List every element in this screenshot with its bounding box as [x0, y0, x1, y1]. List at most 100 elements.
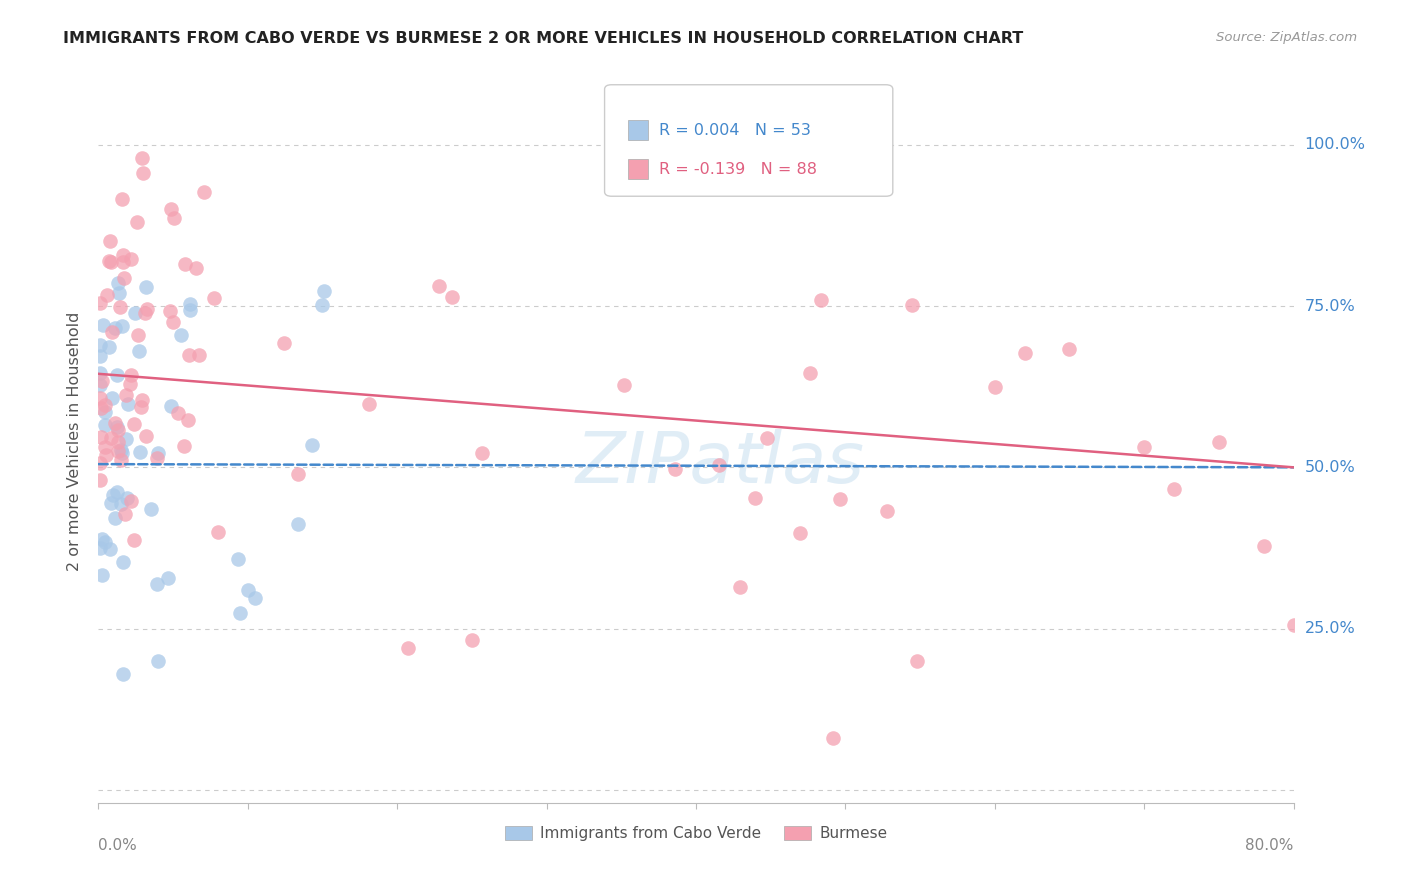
Point — [127, 215, 149, 229]
Point — [301, 438, 323, 452]
Point — [110, 497, 132, 511]
Point — [104, 510, 127, 524]
Point — [167, 406, 190, 420]
Point — [1133, 440, 1156, 454]
Point — [89, 338, 111, 352]
Point — [111, 319, 134, 334]
Text: 25.0%: 25.0% — [1305, 621, 1355, 636]
Point — [184, 261, 207, 276]
Point — [111, 446, 134, 460]
Point — [94, 534, 117, 549]
Point — [145, 451, 167, 466]
Point — [122, 533, 145, 547]
Point — [114, 507, 136, 521]
Point — [396, 640, 419, 655]
Point — [441, 290, 464, 304]
Point — [120, 252, 142, 266]
Point — [114, 388, 136, 402]
Point — [131, 393, 153, 408]
Point — [104, 416, 127, 430]
Point — [131, 151, 153, 165]
Point — [89, 473, 111, 487]
Point — [98, 541, 121, 556]
Point — [120, 368, 142, 382]
Point — [613, 378, 636, 392]
Text: 80.0%: 80.0% — [1246, 838, 1294, 854]
Point — [94, 398, 117, 412]
Point — [112, 555, 135, 569]
Point — [107, 423, 129, 437]
Point — [193, 186, 215, 200]
Point — [905, 654, 928, 668]
Point — [89, 349, 111, 363]
Point — [100, 496, 122, 510]
Point — [755, 432, 778, 446]
Point — [91, 568, 114, 582]
Point — [273, 336, 295, 351]
Point — [120, 493, 142, 508]
Point — [427, 279, 450, 293]
Point — [162, 315, 184, 329]
Point — [160, 399, 183, 413]
Point — [160, 202, 183, 217]
Point — [245, 591, 267, 605]
Point — [110, 453, 132, 467]
Point — [1208, 434, 1230, 449]
Point — [169, 328, 191, 343]
Point — [131, 166, 153, 180]
Point — [112, 254, 135, 268]
Point — [90, 532, 112, 546]
Point — [728, 580, 751, 594]
Point — [94, 440, 117, 454]
Point — [709, 458, 731, 473]
Point — [207, 524, 229, 539]
Point — [122, 417, 145, 431]
Point — [901, 298, 924, 312]
Point — [810, 293, 832, 307]
Point — [173, 439, 195, 453]
Point — [359, 397, 381, 411]
Point — [229, 607, 252, 621]
Point — [91, 318, 114, 333]
Text: R = -0.139   N = 88: R = -0.139 N = 88 — [659, 161, 817, 177]
Point — [129, 444, 152, 458]
Point — [115, 433, 138, 447]
Point — [148, 654, 170, 668]
Text: IMMIGRANTS FROM CABO VERDE VS BURMESE 2 OR MORE VEHICLES IN HOUSEHOLD CORRELATIO: IMMIGRANTS FROM CABO VERDE VS BURMESE 2 … — [63, 31, 1024, 46]
Point — [134, 306, 156, 320]
Text: Source: ZipAtlas.com: Source: ZipAtlas.com — [1216, 31, 1357, 45]
Point — [117, 397, 139, 411]
Point — [100, 255, 122, 269]
Point — [127, 328, 149, 343]
Text: 50.0%: 50.0% — [1305, 460, 1355, 475]
Point — [287, 516, 309, 531]
Point — [89, 366, 111, 380]
Point — [104, 320, 127, 334]
Point — [1253, 539, 1275, 553]
Point — [799, 366, 821, 380]
Point — [664, 462, 686, 476]
Point — [145, 577, 167, 591]
Text: 100.0%: 100.0% — [1305, 137, 1365, 153]
Point — [177, 413, 200, 427]
Point — [94, 418, 117, 433]
Point — [118, 376, 141, 391]
Point — [89, 541, 111, 556]
Point — [312, 285, 335, 299]
Point — [112, 271, 135, 285]
Legend: Immigrants from Cabo Verde, Burmese: Immigrants from Cabo Verde, Burmese — [499, 820, 893, 847]
Point — [98, 235, 121, 249]
Text: 0.0%: 0.0% — [98, 838, 138, 854]
Point — [91, 374, 114, 388]
Point — [90, 429, 112, 443]
Point — [107, 485, 129, 500]
Point — [100, 431, 122, 445]
Point — [89, 456, 111, 470]
Point — [311, 298, 333, 312]
Point — [98, 254, 121, 268]
Point — [107, 420, 129, 434]
Point — [136, 301, 159, 316]
Point — [226, 552, 249, 566]
Point — [179, 348, 201, 362]
Point — [148, 446, 170, 460]
